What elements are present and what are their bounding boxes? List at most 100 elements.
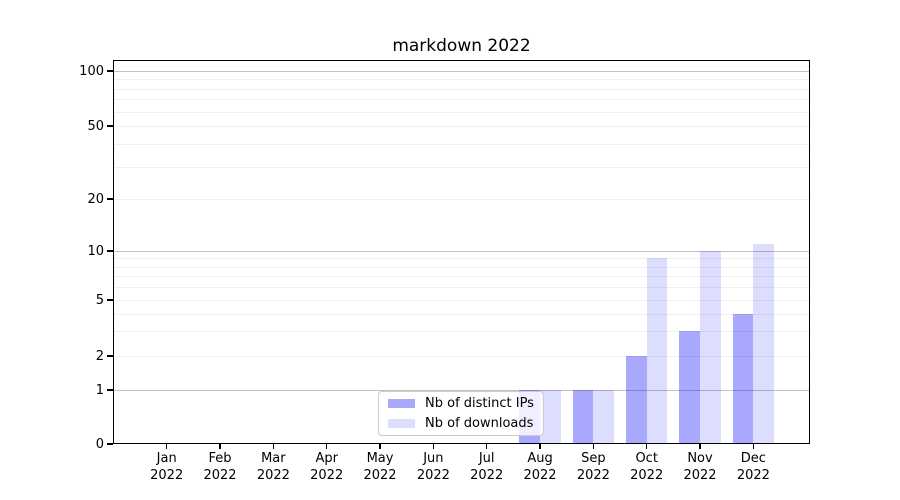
x-axis-tick-label: Jan 2022 <box>137 450 197 484</box>
x-tick-year: 2022 <box>310 468 344 483</box>
x-tick-year: 2022 <box>470 468 504 483</box>
x-tick-year: 2022 <box>630 468 664 483</box>
x-axis-tick-label: May 2022 <box>350 450 410 484</box>
x-axis-tick <box>432 444 435 449</box>
x-axis-tick <box>539 444 541 449</box>
gridline-minor <box>113 258 810 260</box>
y-axis-tick-label: 10 <box>87 243 104 259</box>
gridline-major <box>113 71 810 72</box>
x-tick-month: Oct <box>635 451 658 466</box>
x-axis-tick <box>645 444 648 449</box>
legend-item-downloads: Nb of downloads <box>388 416 543 431</box>
gridline-minor <box>113 126 810 127</box>
gridline-minor <box>113 99 810 101</box>
x-tick-month: Sep <box>581 451 606 466</box>
chart-title: markdown 2022 <box>392 36 531 56</box>
x-tick-year: 2022 <box>256 468 290 483</box>
x-axis-tick <box>379 444 381 449</box>
x-tick-year: 2022 <box>523 468 557 483</box>
legend-label-distinct-ips: Nb of distinct IPs <box>425 396 534 411</box>
x-tick-year: 2022 <box>203 468 237 483</box>
gridline-minor <box>113 300 810 301</box>
x-tick-month: Mar <box>261 451 286 466</box>
x-axis-tick-label: Apr 2022 <box>297 450 357 484</box>
gridline-minor <box>113 331 810 333</box>
y-axis-tick-label: 1 <box>95 382 104 398</box>
x-axis-tick <box>485 444 488 449</box>
y-axis-tick <box>107 389 113 391</box>
x-axis-tick-label: Sep 2022 <box>563 450 623 484</box>
x-axis-tick-label: Jul 2022 <box>457 450 517 484</box>
legend-label-downloads: Nb of downloads <box>425 416 534 431</box>
plot-area <box>113 60 810 444</box>
bar-distinct-ips-nov <box>679 331 701 444</box>
x-axis-tick <box>325 444 328 449</box>
y-axis-tick-label: 50 <box>87 118 104 134</box>
x-axis-tick <box>165 444 168 449</box>
gridline-major <box>113 251 810 252</box>
gridline-minor <box>113 79 810 81</box>
bar-downloads-nov <box>700 251 721 444</box>
gridline-minor <box>113 143 810 145</box>
x-axis-tick <box>592 444 595 449</box>
x-axis-tick <box>219 444 221 449</box>
x-tick-year: 2022 <box>150 468 184 483</box>
x-tick-month: Jul <box>478 451 495 466</box>
x-tick-month: Nov <box>687 451 713 466</box>
x-tick-month: Aug <box>527 451 553 466</box>
bar-downloads-aug <box>540 390 561 444</box>
y-axis-tick <box>107 125 113 127</box>
legend-item-distinct-ips: Nb of distinct IPs <box>388 396 543 411</box>
x-tick-month: Dec <box>740 451 766 466</box>
y-axis-tick <box>107 198 113 200</box>
x-tick-year: 2022 <box>683 468 717 483</box>
x-axis-tick <box>272 444 275 449</box>
y-axis-tick <box>107 70 113 72</box>
legend: Nb of distinct IPs Nb of downloads <box>378 391 544 436</box>
y-axis-tick-label: 2 <box>95 348 104 364</box>
x-tick-year: 2022 <box>736 468 770 483</box>
x-tick-year: 2022 <box>416 468 450 483</box>
x-tick-month: Feb <box>208 451 232 466</box>
legend-swatch-distinct-ips <box>388 399 415 408</box>
y-axis-tick-label: 0 <box>95 436 104 452</box>
y-axis-tick-label: 20 <box>87 191 104 207</box>
gridline-minor <box>113 266 810 268</box>
gridline-minor <box>113 199 810 200</box>
bar-distinct-ips-dec <box>732 313 754 444</box>
x-tick-month: Jan <box>156 451 177 466</box>
x-tick-month: May <box>366 451 394 466</box>
x-axis-tick-label: Aug 2022 <box>510 450 570 484</box>
x-axis-tick <box>752 444 755 449</box>
bar-downloads-dec <box>753 243 775 444</box>
y-axis-tick-label: 5 <box>95 292 104 308</box>
gridline-minor <box>113 313 810 315</box>
x-axis-tick-label: Mar 2022 <box>243 450 303 484</box>
bar-distinct-ips-oct <box>625 356 647 444</box>
y-axis-tick <box>107 250 113 252</box>
bar-distinct-ips-sep <box>572 390 594 444</box>
gridline-minor <box>113 111 810 113</box>
y-axis-tick <box>107 443 113 445</box>
x-axis-tick-label: Oct 2022 <box>617 450 677 484</box>
y-axis-tick-label: 100 <box>79 63 104 79</box>
x-axis-tick-label: Jun 2022 <box>403 450 463 484</box>
bar-downloads-sep <box>593 390 615 444</box>
x-axis-tick-label: Nov 2022 <box>670 450 730 484</box>
y-axis-tick <box>107 299 113 301</box>
gridline-major <box>113 390 810 391</box>
gridline-minor <box>113 166 810 168</box>
x-tick-year: 2022 <box>363 468 397 483</box>
gridline-minor <box>113 276 810 278</box>
gridline-minor <box>113 88 810 90</box>
x-tick-year: 2022 <box>576 468 610 483</box>
x-tick-month: Apr <box>315 451 338 466</box>
x-axis-tick <box>699 444 701 449</box>
gridline-minor <box>113 287 810 289</box>
y-axis-tick <box>107 355 113 357</box>
gridline-minor <box>113 356 810 357</box>
x-tick-month: Jun <box>423 451 444 466</box>
bar-downloads-oct <box>646 258 668 444</box>
x-axis-tick-label: Feb 2022 <box>190 450 250 484</box>
